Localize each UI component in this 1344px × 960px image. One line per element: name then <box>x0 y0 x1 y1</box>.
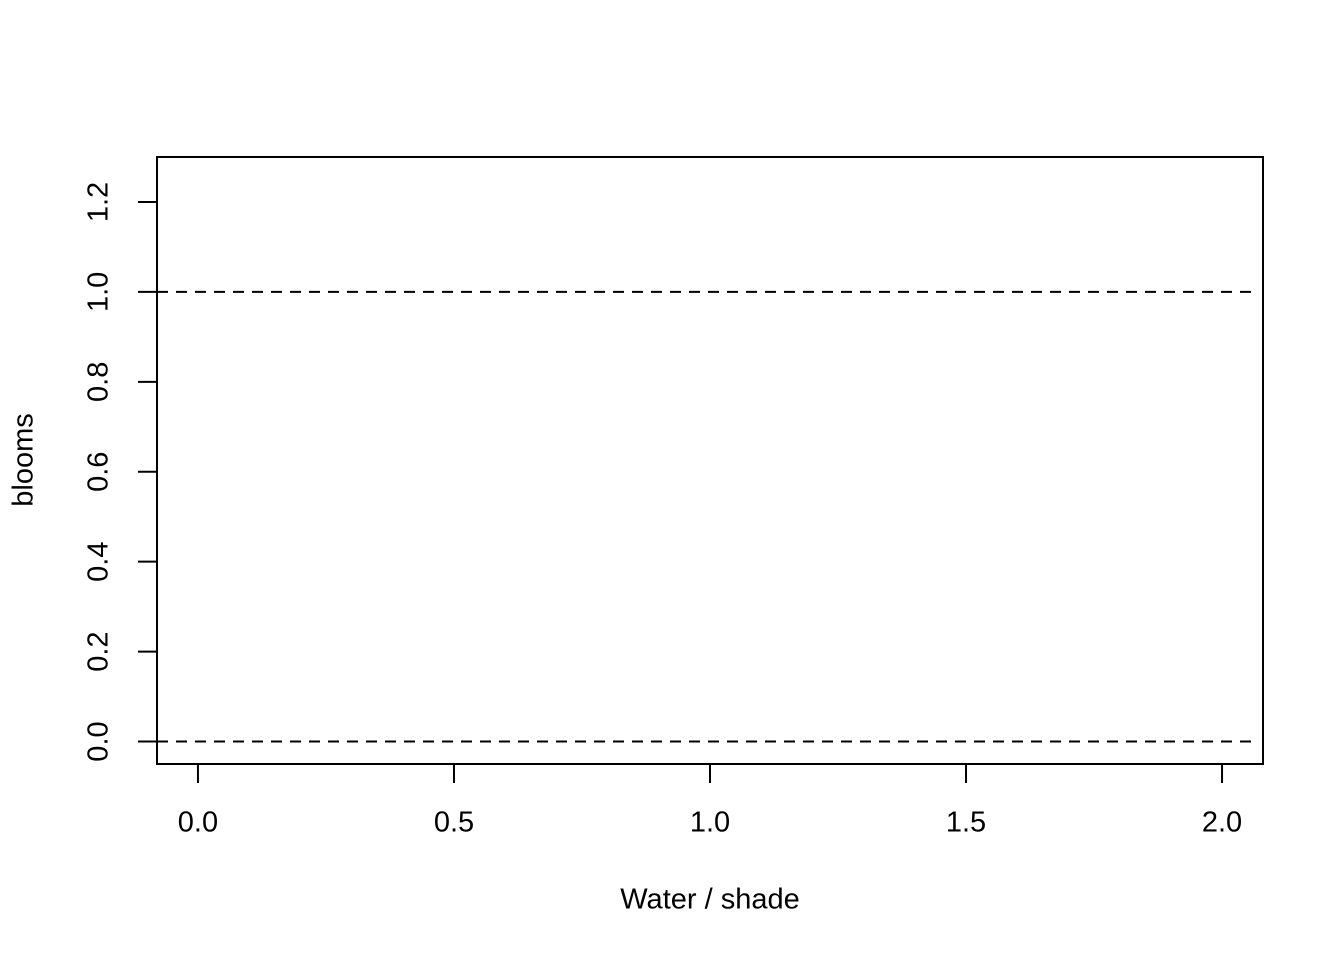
y-tick-label: 0.0 <box>83 721 115 761</box>
x-tick-label: 2.0 <box>1202 807 1242 839</box>
x-tick-label: 0.5 <box>434 807 474 839</box>
y-tick-label: 0.8 <box>83 362 115 402</box>
plot-box <box>156 156 1264 765</box>
y-tick-label: 0.2 <box>83 631 115 671</box>
y-tick-label: 0.4 <box>83 542 115 582</box>
y-tick-label: 0.6 <box>83 452 115 492</box>
y-axis-label: blooms <box>8 413 40 507</box>
y-tick-label: 1.0 <box>83 272 115 312</box>
x-tick-label: 1.5 <box>946 807 986 839</box>
x-tick-label: 1.0 <box>690 807 730 839</box>
y-tick-label: 1.2 <box>83 182 115 222</box>
x-axis-label: Water / shade <box>620 884 799 916</box>
x-tick-label: 0.0 <box>178 807 218 839</box>
